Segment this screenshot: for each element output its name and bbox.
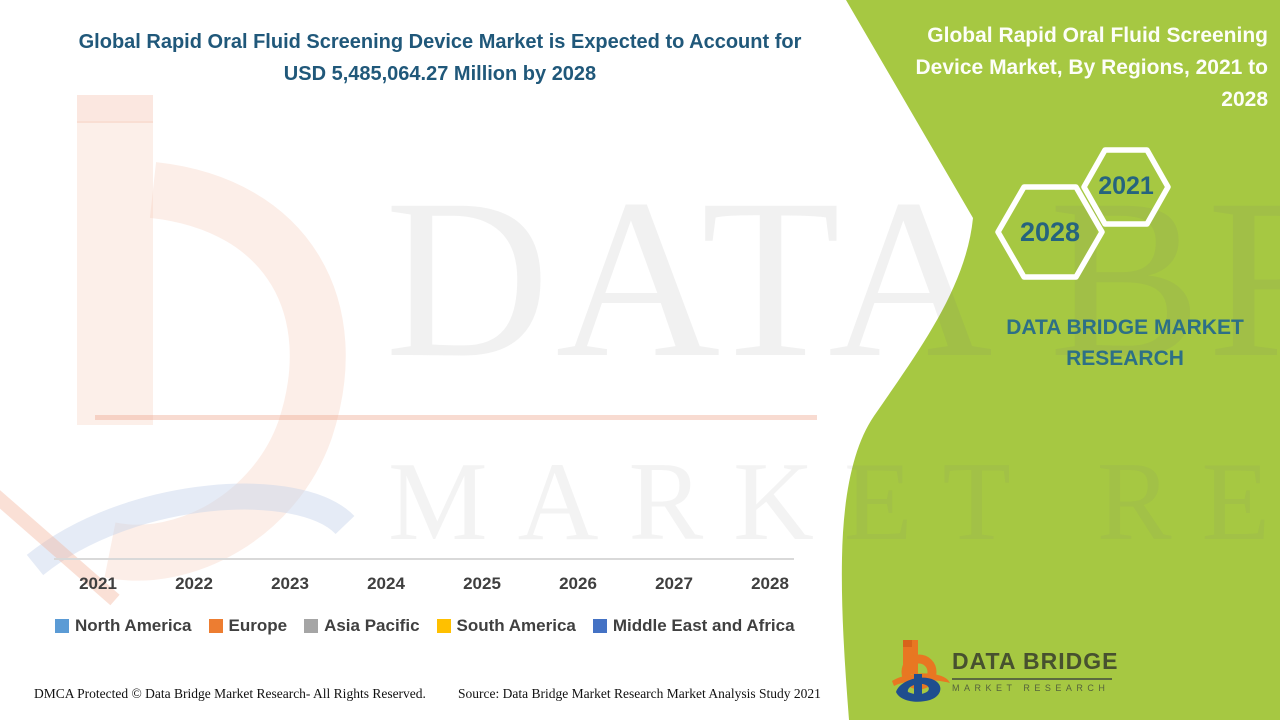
legend-swatch-icon [436,619,451,633]
watermark-primary-text: DATA BRIDGE [385,153,1280,405]
legend-item-south-america: South America [436,616,576,636]
data-bridge-logo-icon [892,640,950,702]
legend-swatch-icon [208,619,223,633]
logo-subtitle: MARKET RESEARCH [952,683,1110,693]
legend-label: Middle East and Africa [612,616,795,635]
x-tick-label-2024: 2024 [367,574,405,593]
legend-label: North America [75,616,192,635]
x-tick-label-2023: 2023 [271,574,309,593]
hexagon-2021 [1081,147,1171,227]
page-title: Global Rapid Oral Fluid Screening Device… [78,31,802,85]
legend-swatch-icon [55,619,69,633]
hexagon-end-year-label: 2028 [1019,217,1081,247]
legend-item-north-america: North America [55,616,192,636]
logo-title: DATA BRIDGE [952,648,1117,680]
legend-swatch-icon [592,619,607,633]
side-panel-brand-text: DATA BRIDGE MARKET RESEARCH [1006,316,1244,370]
x-tick-label-2027: 2027 [655,574,693,593]
side-panel-title: Global Rapid Oral Fluid Screening Device… [915,24,1268,111]
legend-swatch-icon [304,619,319,633]
x-axis-line [54,558,794,560]
chart-legend: North America Europe Asia Pacific South Ame… [55,616,795,636]
hexagon-2028 [995,184,1105,280]
watermark-secondary-text: MARKET RESEARCH [388,440,1280,564]
x-tick-label-2025: 2025 [463,574,501,593]
legend-label: Asia Pacific [324,616,420,635]
x-tick-label-2026: 2026 [559,574,597,593]
legend-item-asia-pacific: Asia Pacific [304,616,420,636]
legend-label: South America [456,616,576,635]
x-tick-label-2021: 2021 [79,574,117,593]
x-tick-label-2028: 2028 [751,574,789,593]
x-tick-label-2022: 2022 [175,574,213,593]
legend-item-europe: Europe [208,616,288,636]
data-bridge-logo-text: DATA BRIDGE MARKET RESEARCH [952,648,1117,693]
footer-copyright: DMCA Protected © Data Bridge Market Rese… [34,686,426,701]
legend-label: Europe [228,616,288,635]
legend-item-middle-east-and-africa: Middle East and Africa [592,616,795,636]
footer-source: Source: Data Bridge Market Research Mark… [458,686,821,701]
hexagon-start-year-label: 2021 [1098,172,1154,200]
